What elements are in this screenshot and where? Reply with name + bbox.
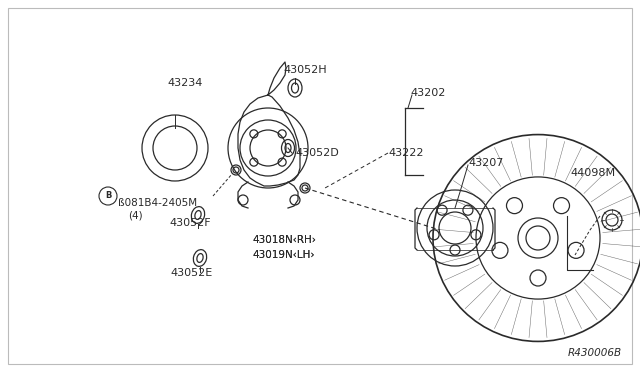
Text: 43019N‹LH›: 43019N‹LH› [252,250,314,260]
Text: 43052E: 43052E [171,268,213,278]
Text: 43234: 43234 [167,78,203,88]
Text: 44098M: 44098M [570,168,615,178]
Text: 43052F: 43052F [169,218,211,228]
Text: 43019N‹LH›: 43019N‹LH› [252,250,314,260]
Text: 43018N‹RH›: 43018N‹RH› [252,235,316,245]
Text: B: B [105,192,111,201]
Text: 43018N‹RH›: 43018N‹RH› [252,235,316,245]
Text: 43052H: 43052H [283,65,327,75]
Text: (4): (4) [128,211,143,221]
Text: 43202: 43202 [410,88,445,98]
Text: 43052D: 43052D [295,148,339,158]
Text: R430006B: R430006B [568,348,622,358]
Text: ß081B4-2405M: ß081B4-2405M [118,198,197,208]
Text: 43207: 43207 [468,158,504,168]
Text: 43222: 43222 [388,148,424,158]
